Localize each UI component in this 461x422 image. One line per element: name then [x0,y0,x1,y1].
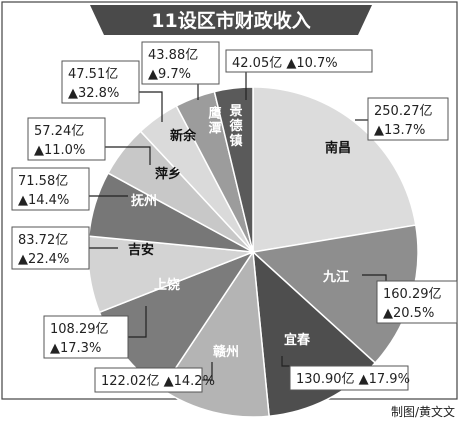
value-label-5: 108.29亿▲17.3% [50,322,109,356]
value-label-2: 160.29亿▲20.5% [383,287,442,321]
category-label-8: 萍乡 [155,166,181,182]
value-label-9: 47.51亿▲32.8% [68,67,119,101]
pie-slices [87,86,419,418]
value-label-3: 130.90亿 ▲17.9% [296,372,410,387]
pie-slice-1 [252,86,417,253]
pie-slice-11 [213,86,254,253]
leader-line-8 [105,146,151,165]
category-label-2: 九江 [322,269,349,285]
title-banner [90,5,372,35]
value-box-5 [43,315,129,359]
value-box-11 [225,49,373,73]
leader-line-2 [362,274,387,281]
value-box-4 [94,367,203,393]
value-box-1 [367,97,449,141]
value-labels: 250.27亿▲13.7% 160.29亿▲20.5% 130.90亿 ▲17.9%… [11,41,458,393]
value-box-7 [11,167,90,211]
category-label-9: 新余 [170,128,197,144]
value-box-2 [376,280,458,324]
category-label-1: 南昌 [325,140,351,156]
value-box-3 [289,365,409,391]
category-label-10: 鹰潭 [208,106,221,137]
value-box-8 [27,117,106,161]
category-label-3: 宜春 [284,332,311,348]
value-label-8: 57.24亿▲11.0% [34,124,85,158]
value-box-10 [141,41,220,85]
leader-line-4 [202,362,213,381]
value-label-10: 43.88亿▲9.7% [148,48,198,82]
leader-line-3 [281,356,290,367]
value-label-7: 71.58亿▲14.4% [18,174,69,208]
value-label-4: 122.02亿 ▲14.2% [101,374,215,389]
leader-line-5 [128,306,147,338]
value-box-9 [61,60,140,104]
credit-text: 制图/黄文文 [391,404,455,419]
leader-line-9 [139,91,163,122]
value-box-6 [11,226,90,270]
value-label-11: 42.05亿 ▲10.7% [232,56,338,71]
value-label-6: 83.72亿▲22.4% [18,233,69,267]
category-label-11: 景德镇 [229,104,242,149]
leader-lines [89,72,387,381]
value-label-1: 250.27亿▲13.7% [374,104,433,138]
category-label-4: 赣州 [213,344,239,360]
category-label-6: 吉安 [128,242,154,258]
category-label-5: 上饶 [154,277,180,293]
category-label-7: 抚州 [131,193,157,209]
chart-title: 11设区市财政收入 [151,9,310,32]
